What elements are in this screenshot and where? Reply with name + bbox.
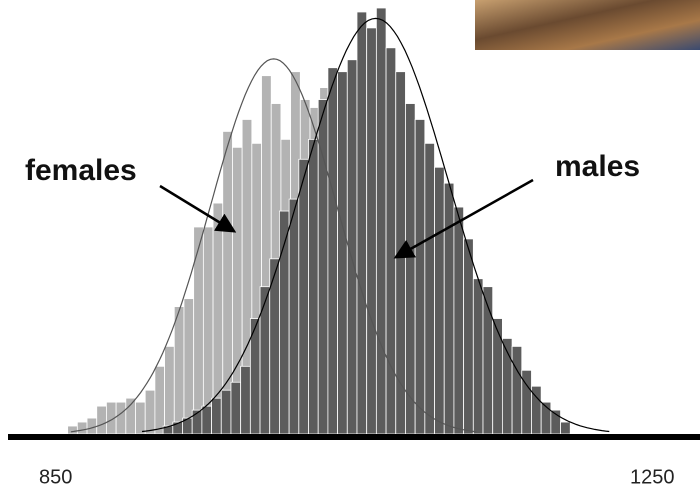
bar [483, 287, 493, 434]
bar [299, 159, 309, 434]
bar [357, 12, 367, 434]
bar [435, 167, 445, 434]
page: {"chart_data": {"type": "histogram", "xl… [0, 0, 700, 493]
bar [68, 426, 78, 434]
bar [415, 119, 425, 434]
bar [454, 207, 464, 434]
bar [328, 68, 338, 434]
bar [87, 418, 97, 434]
photo [475, 0, 700, 50]
bar [97, 406, 107, 434]
bar [318, 100, 328, 434]
bar [425, 143, 435, 434]
bar [77, 422, 87, 434]
bar [493, 319, 503, 434]
bar [221, 390, 231, 434]
bar [260, 287, 270, 434]
bar [212, 398, 222, 434]
bar [386, 48, 396, 434]
bar [464, 239, 474, 434]
bar [444, 183, 454, 434]
x-tick-label: 1250 [630, 466, 675, 488]
chart: females males 850 1250 [0, 0, 700, 493]
bar [116, 402, 126, 434]
bar [289, 199, 299, 434]
bar [202, 406, 212, 434]
bar [309, 139, 319, 434]
bar [367, 28, 377, 434]
x-tick-label: 850 [39, 466, 72, 488]
bar [473, 279, 483, 434]
bar [155, 366, 165, 434]
annotation: males [555, 150, 640, 183]
bar [136, 402, 146, 434]
bar [174, 307, 184, 434]
bar [165, 346, 175, 434]
bar [512, 346, 522, 434]
bar [145, 390, 155, 434]
bar [376, 8, 386, 434]
bar [231, 382, 241, 434]
bar [338, 72, 348, 434]
bars [68, 8, 571, 434]
bar [126, 398, 136, 434]
bar [241, 366, 251, 434]
bar [561, 422, 571, 434]
bar [405, 104, 415, 434]
annotation: females [25, 154, 137, 187]
